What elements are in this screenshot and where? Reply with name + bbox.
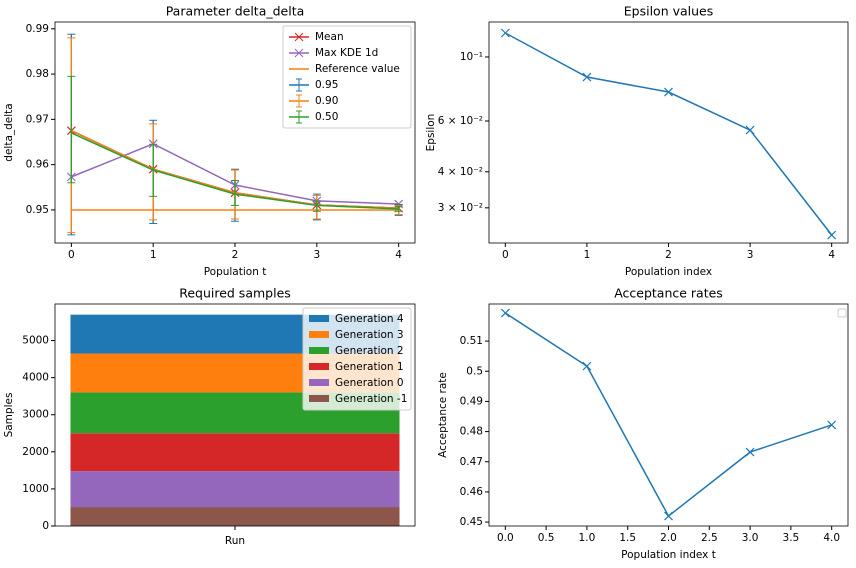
y-tick-label: 6 × 10⁻² xyxy=(438,115,483,127)
marker xyxy=(664,87,673,97)
y-tick-label: 0.99 xyxy=(26,23,49,35)
legend-box xyxy=(282,25,412,129)
x-tick-label: 2.5 xyxy=(701,532,718,544)
legend-label: 0.90 xyxy=(315,95,338,107)
x-axis-label: Population index t xyxy=(621,549,716,561)
legend-swatch xyxy=(309,331,329,338)
x-tick-label: 0.0 xyxy=(497,532,514,544)
legend-label: Generation 4 xyxy=(335,313,404,325)
x-axis-label: Population index xyxy=(625,266,712,278)
bar-segment xyxy=(70,433,400,472)
y-tick-label: 0.45 xyxy=(460,516,483,528)
y-tick-label: 0.96 xyxy=(26,159,50,171)
y-tick-label: 5000 xyxy=(22,335,49,347)
y-axis-label: Acceptance rate xyxy=(437,372,449,458)
empty-legend xyxy=(837,308,847,318)
y-tick-label: 0.97 xyxy=(26,113,49,125)
y-tick-label: 0.51 xyxy=(460,335,483,347)
y-tick-label: 0.46 xyxy=(460,486,484,498)
y-axis-label: Samples xyxy=(3,393,15,438)
x-tick-label: 1 xyxy=(584,249,591,261)
series-line xyxy=(504,312,832,518)
axes-frame xyxy=(54,21,416,244)
bar-segment xyxy=(70,471,400,508)
y-tick-label: 0.98 xyxy=(26,68,49,80)
y-tick-label: 0.5 xyxy=(466,365,483,377)
marker xyxy=(500,28,510,38)
x-tick-label: 0 xyxy=(68,249,75,261)
axes-frame xyxy=(54,303,416,527)
legend-swatch xyxy=(309,395,329,402)
y-tick-label: 4000 xyxy=(22,372,49,384)
axes-frame xyxy=(488,21,849,244)
legend-label: Generation 3 xyxy=(335,329,404,341)
chart-title: Parameter delta_delta xyxy=(166,4,305,19)
chart-title: Required samples xyxy=(179,286,291,301)
axes-frame xyxy=(488,303,849,527)
y-tick-label: 3000 xyxy=(22,409,49,421)
x-tick-label: 0.5 xyxy=(538,532,555,544)
marker xyxy=(745,447,755,457)
y-tick-label: 0.49 xyxy=(460,395,483,407)
legend-swatch xyxy=(309,379,329,386)
legend-label: Max KDE 1d xyxy=(315,47,378,59)
marker xyxy=(500,308,510,318)
legend-label: Generation 1 xyxy=(335,361,404,373)
marker xyxy=(582,361,592,371)
y-tick-label: 3 × 10⁻² xyxy=(438,202,483,214)
legend-label: Reference value xyxy=(315,63,400,75)
chart-title: Epsilon values xyxy=(624,4,714,19)
legend-label: Generation -1 xyxy=(335,393,407,405)
legend-marker xyxy=(294,48,304,58)
marker xyxy=(745,125,755,135)
x-tick-label: 1.5 xyxy=(619,532,636,544)
legend-label: 0.50 xyxy=(315,111,338,123)
x-tick-label: 2.0 xyxy=(660,532,677,544)
y-tick-label: 0.47 xyxy=(460,456,483,468)
y-tick-label: 0.95 xyxy=(26,204,49,216)
x-tick-label: 2 xyxy=(232,249,239,261)
legend-label: Generation 2 xyxy=(335,345,404,357)
x-tick-label: 3.5 xyxy=(783,532,800,544)
x-tick-label: 0 xyxy=(502,249,509,261)
legend-label: 0.95 xyxy=(315,79,338,91)
series-line xyxy=(71,132,399,210)
x-tick-label: 4 xyxy=(828,249,835,261)
legend-marker xyxy=(294,32,304,42)
chart-title: Acceptance rates xyxy=(614,286,723,301)
x-tick-label: 3 xyxy=(747,249,754,261)
bar-segment xyxy=(70,507,400,526)
x-tick-label: Run xyxy=(225,535,245,547)
legend-label: Mean xyxy=(315,31,344,43)
series-line xyxy=(504,32,833,236)
x-tick-label: 4 xyxy=(395,249,402,261)
y-tick-label: 0.48 xyxy=(460,426,483,438)
y-tick-label: 4 × 10⁻² xyxy=(438,166,483,178)
marker xyxy=(582,72,592,82)
marker xyxy=(827,420,837,430)
legend-label: Generation 0 xyxy=(335,377,404,389)
x-tick-label: 3.0 xyxy=(742,532,759,544)
marker xyxy=(664,511,673,521)
marker xyxy=(827,230,837,240)
y-axis-label: delta_delta xyxy=(3,103,15,161)
legend-swatch xyxy=(309,315,329,322)
x-tick-label: 3 xyxy=(313,249,320,261)
legend-swatch xyxy=(309,363,329,370)
x-tick-label: 2 xyxy=(665,249,672,261)
x-tick-label: 1 xyxy=(150,249,157,261)
x-tick-label: 4.0 xyxy=(823,532,840,544)
y-tick-label: 0 xyxy=(42,520,49,532)
x-axis-label: Population t xyxy=(204,266,267,278)
x-tick-label: 1.0 xyxy=(579,532,596,544)
y-tick-label: 10⁻¹ xyxy=(460,51,483,63)
legend-box xyxy=(302,307,412,411)
y-tick-label: 1000 xyxy=(22,483,49,495)
y-axis-label: Epsilon xyxy=(425,114,437,152)
y-tick-label: 2000 xyxy=(22,446,49,458)
legend-swatch xyxy=(309,347,329,354)
